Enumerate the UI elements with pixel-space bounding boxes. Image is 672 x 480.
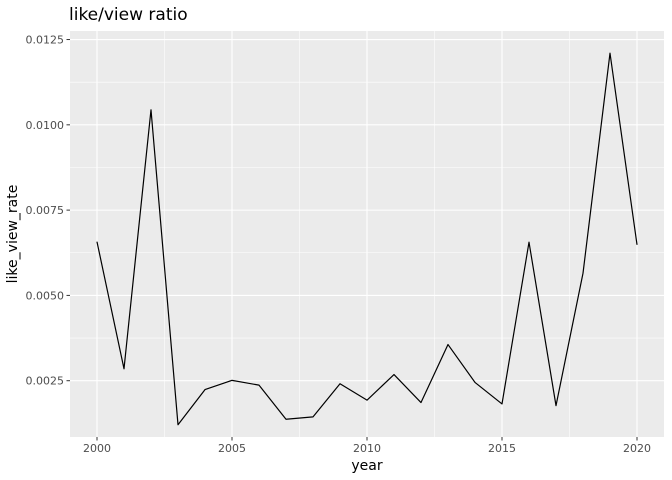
data-point <box>609 52 611 54</box>
x-axis: 2000 2005 2010 2015 2020 <box>83 437 651 455</box>
y-tick-label: 0.0100 <box>26 119 65 132</box>
chart-title: like/view ratio <box>69 5 188 25</box>
data-point <box>555 405 557 407</box>
x-axis-title: year <box>351 458 382 474</box>
data-point <box>150 109 152 111</box>
series-layer <box>96 52 638 426</box>
data-point <box>501 403 503 405</box>
data-point <box>636 244 638 245</box>
x-tick-label: 2005 <box>218 442 246 455</box>
x-tick-label: 2000 <box>83 442 111 455</box>
major-gridlines <box>70 31 664 437</box>
data-point <box>123 368 125 370</box>
x-tick-label: 2020 <box>623 442 651 455</box>
y-tick-label: 0.0125 <box>26 34 65 47</box>
y-axis: 0.0025 0.0050 0.0075 0.0100 0.0125 <box>26 34 70 388</box>
data-point <box>582 272 584 274</box>
data-point <box>420 402 422 403</box>
data-point <box>177 424 179 426</box>
data-point <box>393 374 395 375</box>
data-point <box>96 241 98 243</box>
data-point <box>231 379 233 381</box>
y-tick-label: 0.0050 <box>26 289 65 302</box>
x-tick-label: 2015 <box>488 442 516 455</box>
x-tick-label: 2010 <box>353 442 381 455</box>
y-tick-label: 0.0075 <box>26 204 65 217</box>
data-point <box>474 382 476 383</box>
data-point <box>312 416 314 418</box>
data-point <box>447 344 449 345</box>
data-point <box>339 383 341 385</box>
data-point <box>258 384 260 386</box>
data-point <box>285 418 287 420</box>
data-point <box>528 241 530 243</box>
y-axis-title: like_view_rate <box>5 185 21 284</box>
data-point <box>204 389 206 390</box>
y-tick-label: 0.0025 <box>26 375 65 388</box>
data-point <box>366 399 368 401</box>
